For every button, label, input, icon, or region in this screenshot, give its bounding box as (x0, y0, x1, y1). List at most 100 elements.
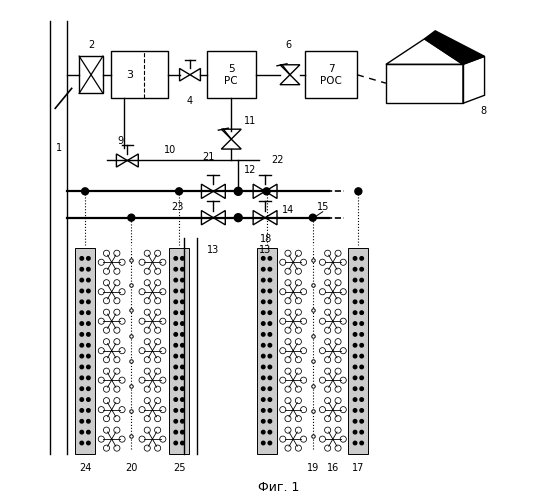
Circle shape (181, 376, 184, 380)
Circle shape (353, 420, 357, 423)
Circle shape (360, 430, 363, 434)
Circle shape (86, 387, 90, 390)
Circle shape (80, 278, 84, 282)
Circle shape (86, 268, 90, 271)
Circle shape (176, 188, 182, 195)
Text: 8: 8 (480, 106, 487, 116)
Circle shape (353, 300, 357, 304)
Circle shape (268, 430, 272, 434)
Circle shape (80, 398, 84, 402)
Circle shape (353, 344, 357, 347)
Circle shape (268, 376, 272, 380)
Circle shape (80, 289, 84, 292)
Circle shape (174, 311, 177, 314)
Circle shape (181, 256, 184, 260)
Circle shape (360, 442, 363, 444)
Circle shape (268, 311, 272, 314)
Circle shape (174, 256, 177, 260)
Circle shape (262, 398, 265, 402)
Bar (305, 51, 357, 98)
Circle shape (181, 300, 184, 304)
Circle shape (86, 300, 90, 304)
Circle shape (262, 332, 265, 336)
Circle shape (174, 442, 177, 444)
Circle shape (174, 398, 177, 402)
Circle shape (355, 188, 362, 195)
Circle shape (86, 332, 90, 336)
Text: 18: 18 (261, 234, 273, 243)
Circle shape (80, 332, 84, 336)
Circle shape (174, 268, 177, 271)
Circle shape (86, 420, 90, 423)
Circle shape (86, 442, 90, 444)
Circle shape (262, 289, 265, 292)
Circle shape (268, 398, 272, 402)
Circle shape (360, 278, 363, 282)
Bar (348, 248, 368, 454)
Circle shape (268, 387, 272, 390)
Text: 19: 19 (307, 463, 319, 473)
Circle shape (268, 322, 272, 326)
Text: 25: 25 (173, 463, 185, 473)
Circle shape (353, 256, 357, 260)
Circle shape (353, 289, 357, 292)
Polygon shape (425, 31, 484, 64)
Text: 15: 15 (317, 202, 329, 211)
Circle shape (360, 387, 363, 390)
Text: 2: 2 (88, 40, 94, 50)
Circle shape (262, 354, 265, 358)
Circle shape (174, 344, 177, 347)
Circle shape (181, 365, 184, 368)
Circle shape (268, 354, 272, 358)
Circle shape (353, 268, 357, 271)
Circle shape (268, 344, 272, 347)
Circle shape (181, 354, 184, 358)
Circle shape (353, 408, 357, 412)
Circle shape (262, 344, 265, 347)
Circle shape (181, 332, 184, 336)
Circle shape (353, 354, 357, 358)
Text: 6: 6 (285, 40, 291, 50)
Circle shape (181, 420, 184, 423)
Circle shape (268, 256, 272, 260)
Circle shape (353, 398, 357, 402)
Circle shape (262, 430, 265, 434)
Circle shape (268, 300, 272, 304)
Circle shape (80, 268, 84, 271)
Circle shape (181, 408, 184, 412)
Circle shape (309, 214, 316, 221)
Circle shape (174, 408, 177, 412)
Circle shape (181, 398, 184, 402)
Circle shape (80, 344, 84, 347)
Circle shape (174, 365, 177, 368)
Circle shape (86, 365, 90, 368)
Circle shape (268, 289, 272, 292)
Circle shape (268, 442, 272, 444)
Circle shape (268, 332, 272, 336)
Circle shape (174, 332, 177, 336)
Circle shape (262, 268, 265, 271)
Circle shape (360, 322, 363, 326)
Circle shape (181, 387, 184, 390)
Circle shape (80, 442, 84, 444)
Bar (79, 56, 103, 94)
Circle shape (262, 278, 265, 282)
Circle shape (262, 420, 265, 423)
Circle shape (360, 311, 363, 314)
Circle shape (262, 300, 265, 304)
Circle shape (80, 420, 84, 423)
Circle shape (86, 430, 90, 434)
Circle shape (174, 430, 177, 434)
Circle shape (80, 322, 84, 326)
Text: 12: 12 (244, 166, 257, 175)
Circle shape (80, 408, 84, 412)
Circle shape (86, 289, 90, 292)
Circle shape (86, 354, 90, 358)
Circle shape (174, 354, 177, 358)
Text: 7
РОС: 7 РОС (320, 64, 342, 86)
Circle shape (360, 344, 363, 347)
Text: 3: 3 (126, 70, 133, 80)
Circle shape (80, 365, 84, 368)
Bar (75, 248, 95, 454)
Circle shape (268, 278, 272, 282)
